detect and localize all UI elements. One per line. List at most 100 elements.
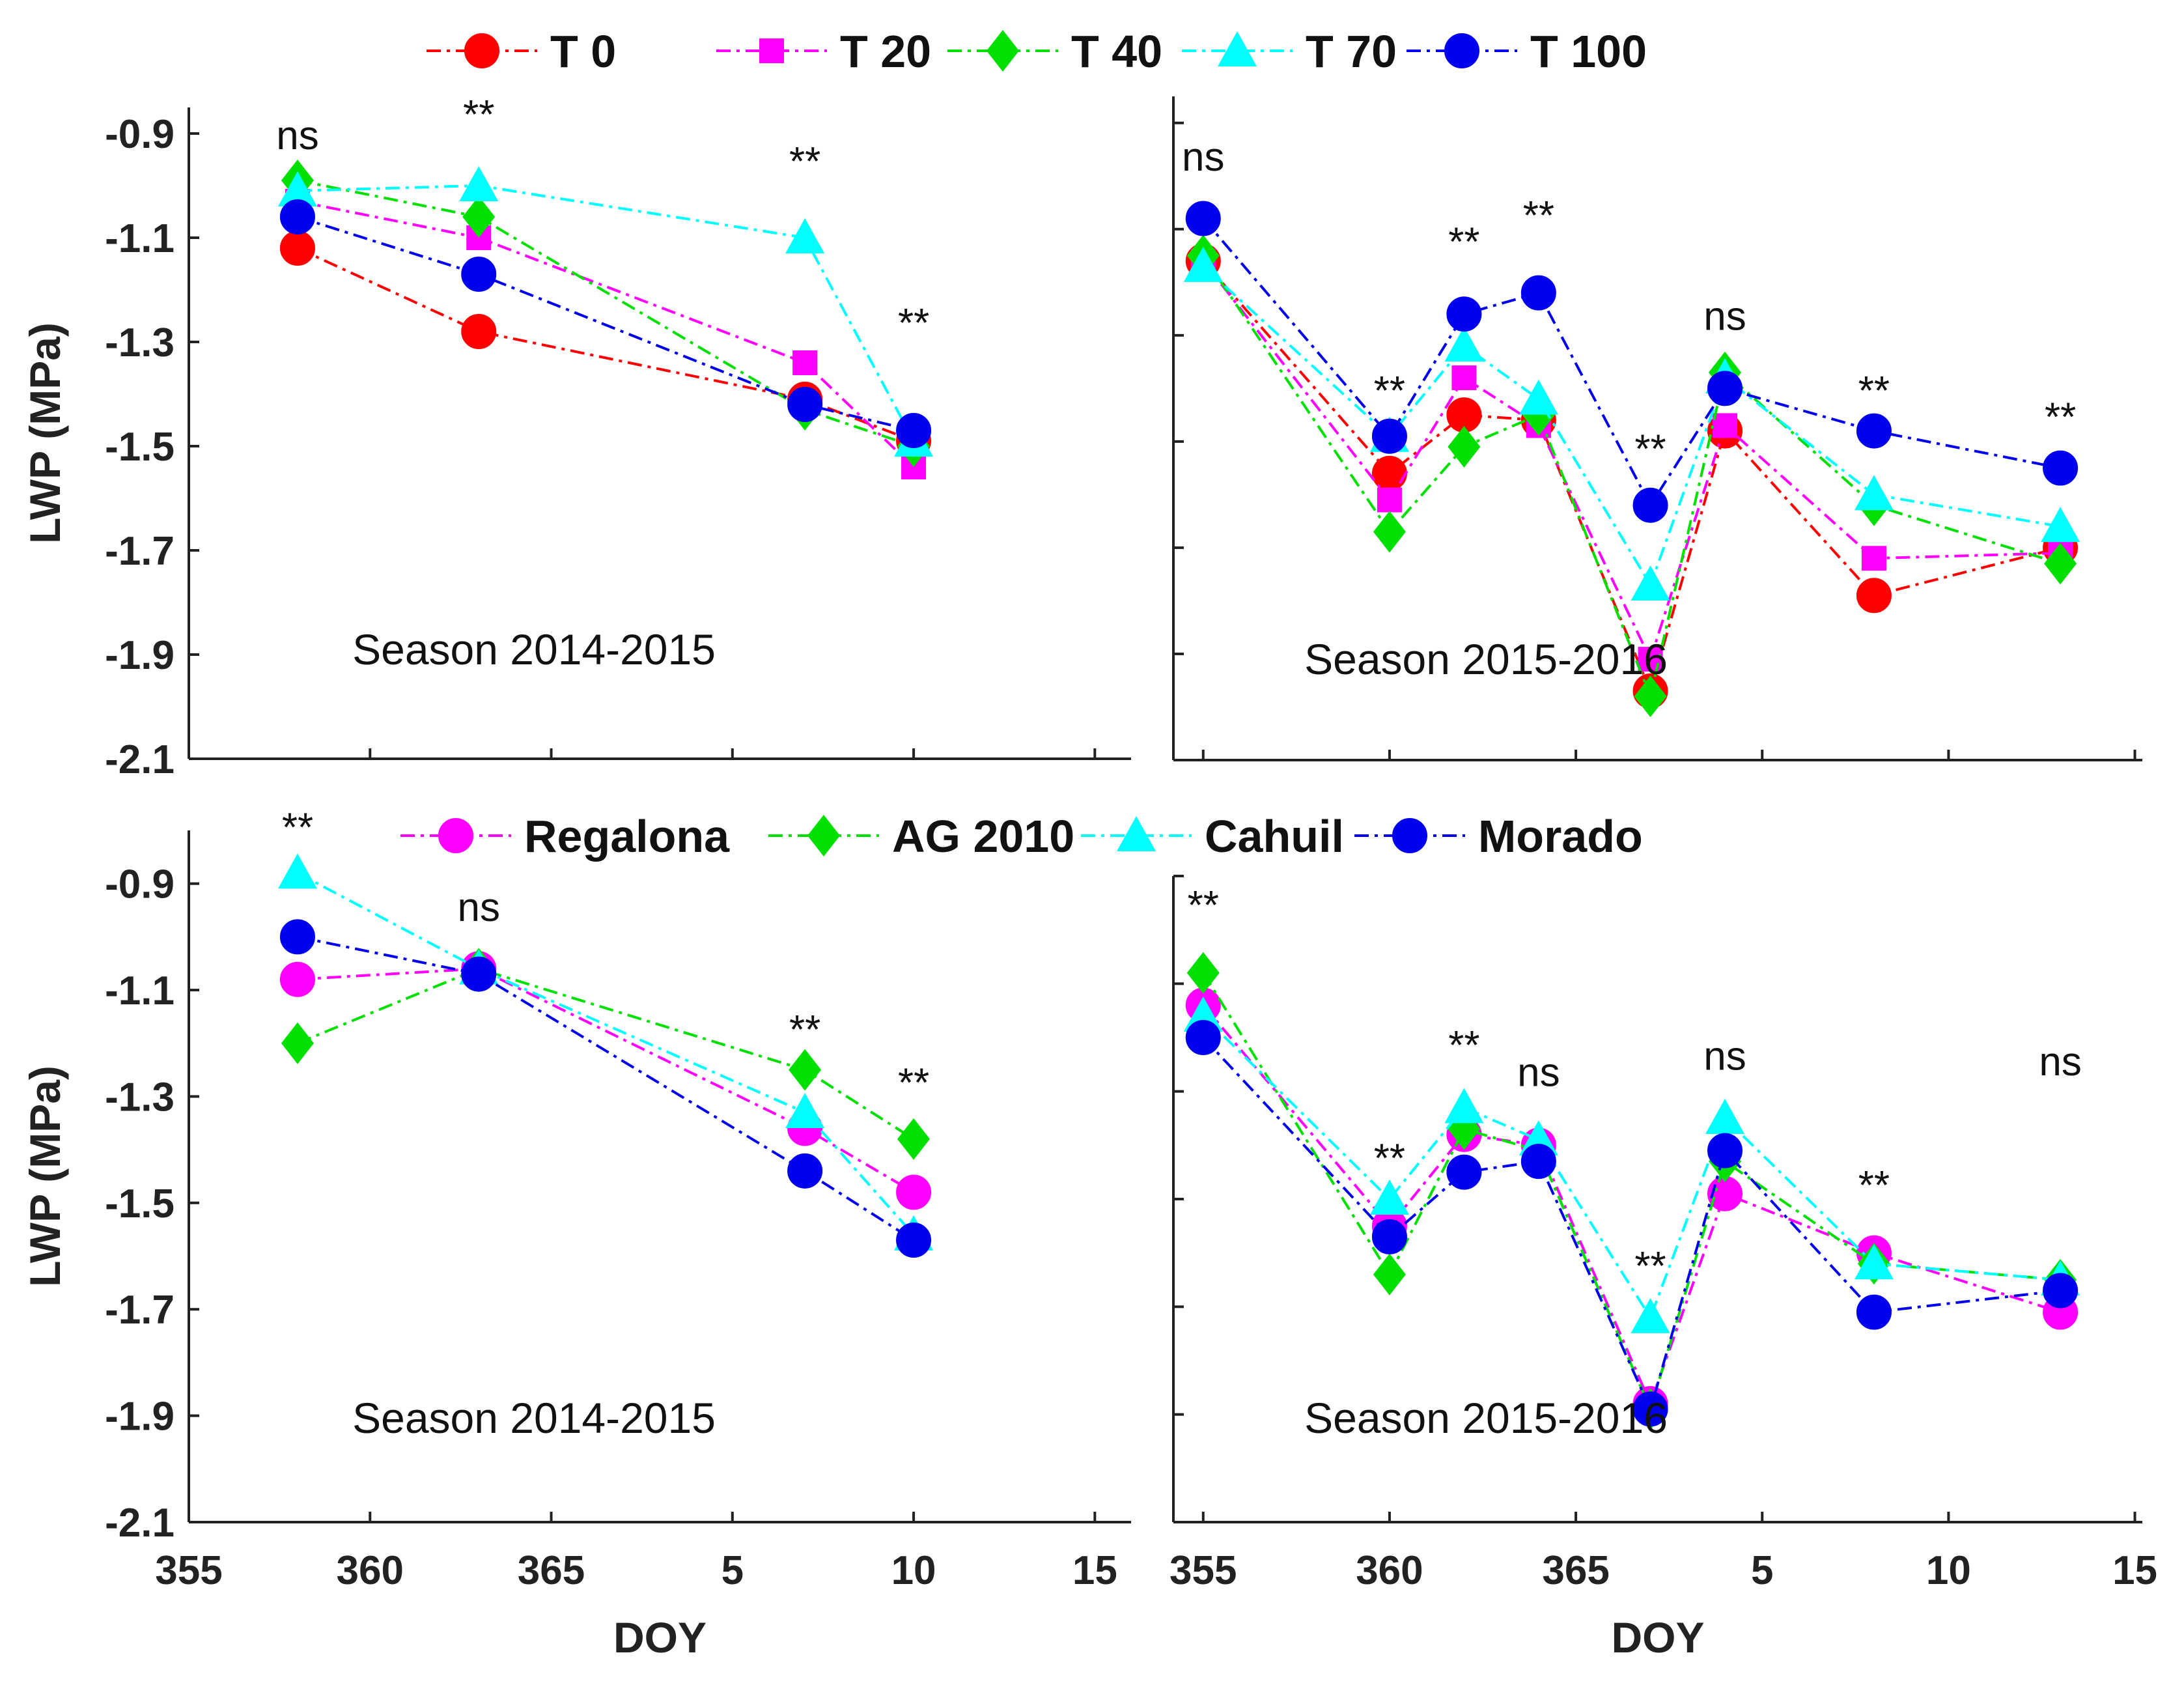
significance-label: ** [1448,1023,1479,1068]
series-regalona [279,951,932,1210]
data-point [1854,1244,1894,1280]
data-point [1631,565,1670,601]
data-point [277,171,317,206]
series-line [1202,1036,2061,1413]
y-tick-label: -1.9 [105,1394,175,1439]
legend-label: AG 2010 [892,811,1074,862]
data-point [461,956,497,992]
series-line [297,179,914,447]
data-point [1854,475,1894,511]
data-point [785,1092,825,1128]
y-tick-label: -1.3 [105,1075,175,1120]
series-line [1202,1015,2061,1321]
data-point [1448,426,1481,468]
y-tick-label: -1.7 [105,1288,175,1333]
legend-label: T 100 [1530,26,1647,77]
significance-label: ns [457,885,499,930]
significance-label: ns [276,113,318,158]
data-point [2041,507,2080,543]
series-t-40 [281,160,931,467]
y-tick-label: -2.1 [105,737,175,782]
legend-label: Regalona [524,811,730,862]
data-point [1632,487,1668,523]
series-line [1202,265,2061,588]
significance-label: ** [1858,1163,1890,1208]
legend-entry: T 100 [1407,26,1647,77]
legend-label: T 70 [1306,26,1397,77]
y-tick-label: -1.5 [105,1181,175,1226]
y-tick-label: -2.1 [105,1501,175,1546]
significance-label: ** [1858,369,1890,414]
data-point [2043,1273,2079,1308]
data-point [1631,1297,1670,1333]
data-point [1444,326,1484,362]
series-t-0 [279,231,932,459]
significance-label: ** [898,1060,929,1105]
panel-top-right: ns ** ** ** ** ns ** ** Season 2015-2016 [1172,96,2142,761]
legend-marker [1218,31,1257,66]
x-axis-label: DOY [613,1613,707,1662]
legend-entry: T 70 [1182,26,1397,77]
significance-label: ns [1182,135,1224,180]
series-t-70 [277,166,934,457]
data-point [785,218,825,253]
data-point [1713,413,1738,438]
x-tick-label: 360 [1356,1548,1423,1593]
data-point [277,853,317,889]
data-point [1371,1219,1407,1254]
season-label: Season 2014-2015 [352,1394,716,1442]
data-point [2043,450,2079,486]
season-label: Season 2014-2015 [352,625,716,673]
series-regalona [1185,987,2079,1422]
data-point [1186,952,1220,994]
data-point [896,1223,932,1258]
series-ag-2010 [281,948,931,1160]
significance-label: ** [898,301,929,346]
significance-label: ** [1374,1137,1405,1181]
x-tick-label: 360 [337,1548,404,1593]
significance-label: ** [1523,193,1554,238]
legend-marker [987,30,1019,72]
data-point [1705,1099,1745,1134]
x-tick-label: 10 [1926,1548,1971,1593]
x-tick-label: 365 [518,1548,585,1593]
y-tick-label: -1.1 [105,216,175,261]
season-label: Season 2015-2016 [1304,635,1668,683]
significance-label: ns [1703,294,1746,339]
series-line [1202,218,2061,508]
legend-marker [1444,33,1479,68]
data-point [279,961,315,997]
series-morado [1185,1020,2079,1427]
series-line [1202,260,2061,696]
legend-marker [464,33,499,68]
data-point [896,413,932,448]
series-line [297,247,914,442]
x-tick-label: 355 [155,1548,222,1593]
data-point [1519,1120,1558,1156]
data-point [789,1049,822,1091]
x-tick-label: 355 [1169,1548,1237,1593]
x-axis-label: DOY [1611,1613,1704,1662]
data-point [1519,379,1558,415]
data-point [1856,413,1892,449]
treatment-legend: T 0 T 20 T 40 T 70 T 100 [427,26,1647,77]
data-point [1183,246,1223,282]
season-label: Season 2015-2016 [1304,1394,1668,1442]
x-tick-label: 5 [721,1548,744,1593]
y-tick-label: -1.3 [105,320,175,365]
series-morado [279,919,932,1258]
legend-label: T 0 [550,26,616,77]
legend-entry: AG 2010 [768,811,1074,862]
data-point [1373,511,1406,553]
legend-entry: T 0 [427,26,616,77]
legend-marker [1392,818,1427,853]
data-point [1451,365,1477,391]
data-point [1856,578,1892,614]
cultivar-legend: Regalona AG 2010 Cahuil Morado [400,811,1643,862]
significance-label: ** [1634,1244,1666,1289]
data-point [1632,1391,1668,1427]
series-line [297,967,915,1194]
data-point [1707,1133,1743,1168]
legend-entry: Cahuil [1081,811,1344,862]
